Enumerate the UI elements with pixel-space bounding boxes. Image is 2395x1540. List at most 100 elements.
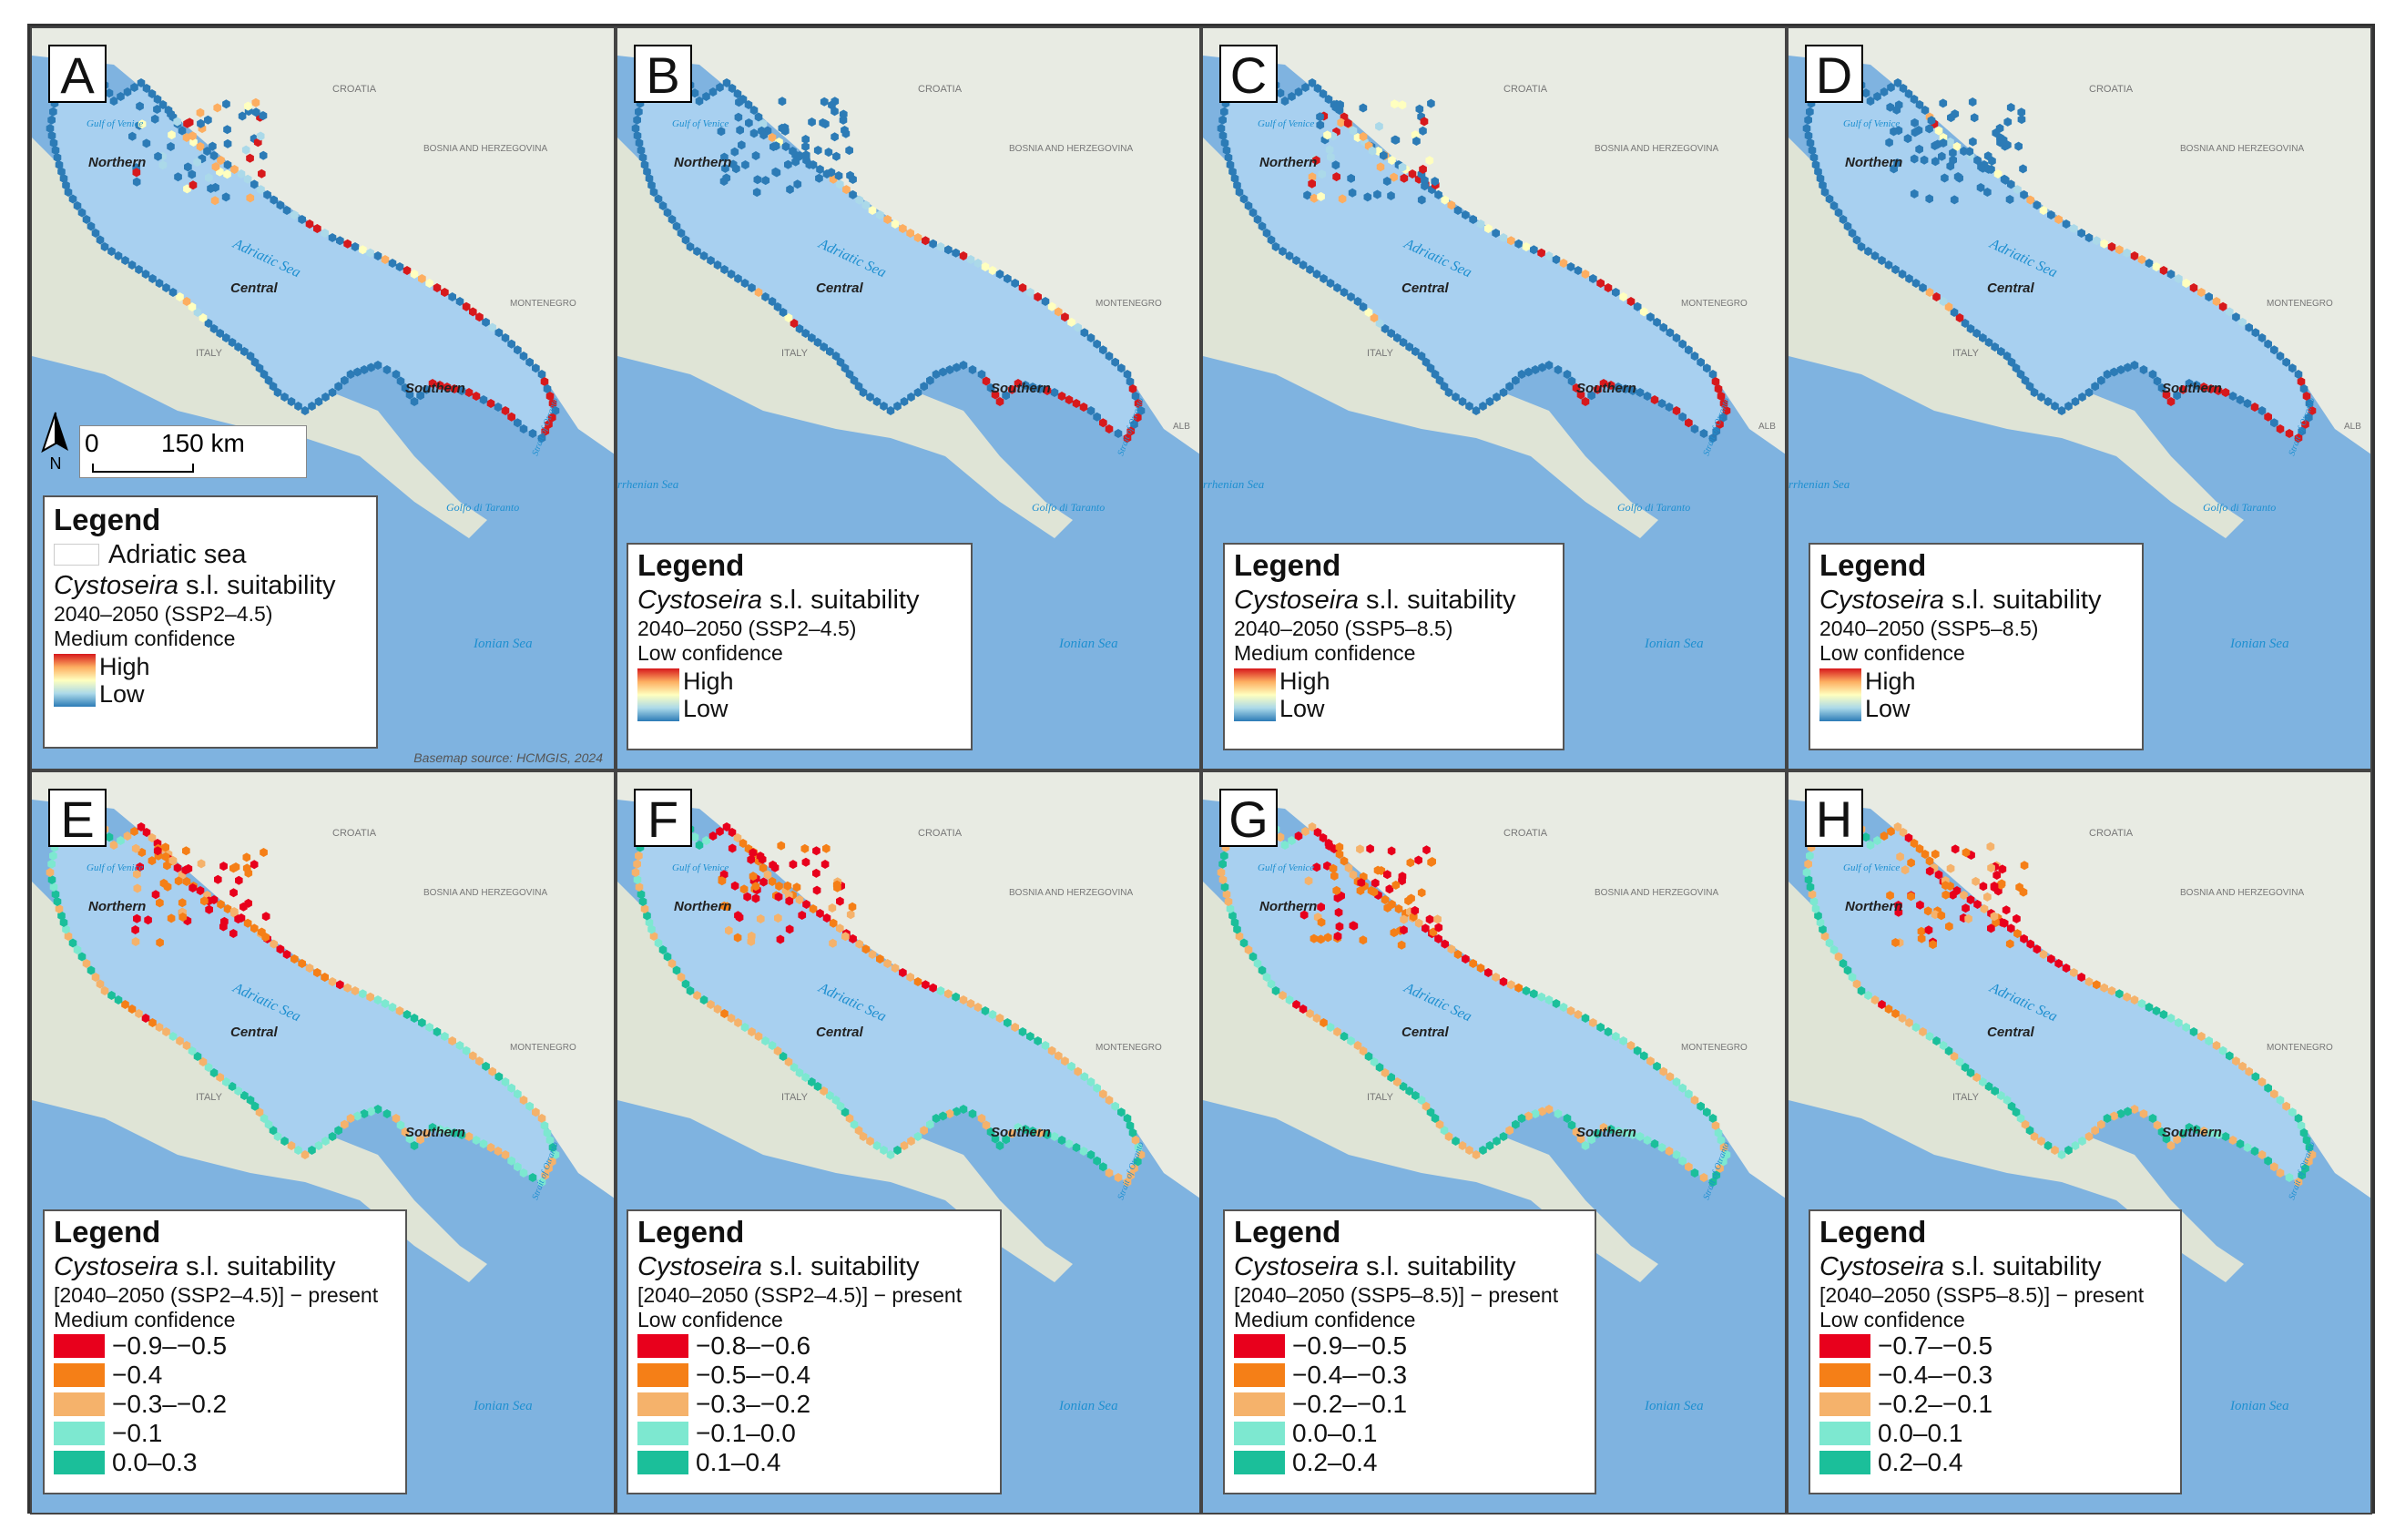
hex-cell <box>1458 1141 1467 1150</box>
hex-cell <box>1099 1162 1107 1172</box>
hex-cell <box>1111 357 1119 367</box>
hex-cell <box>1915 844 1924 853</box>
hex-cell <box>756 852 765 862</box>
hex-cell <box>761 1036 769 1045</box>
hex-cell <box>2288 363 2297 373</box>
hex-cell <box>2097 375 2105 385</box>
legend-class-5: 0.0–0.3 <box>54 1448 396 1477</box>
hex-cell <box>216 329 224 338</box>
hex-cell <box>1870 251 1880 260</box>
hex-cell <box>131 843 140 853</box>
species-rest: s.l. suitability <box>178 571 336 600</box>
hex-cell <box>1079 403 1088 412</box>
hex-cell <box>849 933 857 943</box>
hex-cell <box>305 964 314 973</box>
hex-cell <box>457 1130 466 1139</box>
north-letter: N <box>50 454 62 473</box>
hex-cell <box>1331 103 1340 112</box>
hex-cell <box>196 886 205 895</box>
hex-cell <box>260 848 268 857</box>
hex-cell <box>1878 1000 1886 1009</box>
hex-cell <box>132 177 141 187</box>
hex-cell <box>135 265 143 274</box>
hex-cell <box>1690 1096 1699 1105</box>
panel-label: D <box>1805 45 1863 104</box>
hex-cell <box>2039 950 2048 959</box>
hex-cell <box>2152 262 2161 271</box>
hex-cell <box>2019 164 2027 174</box>
land-italy <box>1203 138 1658 538</box>
hex-cell <box>2236 395 2245 404</box>
hex-cell <box>932 370 941 379</box>
hex-cell <box>816 909 824 918</box>
map-panel-d: Gulf of Venice Northern Central Southern Adr… <box>1787 26 2372 770</box>
hex-cell <box>988 1010 997 1019</box>
country-montenegro: MONTENEGRO <box>2267 299 2333 309</box>
land-italy <box>617 882 1073 1282</box>
hex-cell <box>733 933 742 943</box>
hex-cell <box>677 229 686 238</box>
hex-cell <box>1901 865 1910 875</box>
hex-cell <box>1898 270 1907 279</box>
hex-cell <box>1318 169 1326 179</box>
hex-cell <box>1323 130 1331 140</box>
hex-cell <box>1722 406 1731 415</box>
hex-cell <box>1499 233 1508 242</box>
hex-cell <box>1043 386 1052 395</box>
legend-class-3: −0.2–−0.1 <box>1234 1390 1585 1419</box>
hex-cell <box>428 1123 437 1132</box>
legend-class-5: 0.2–0.4 <box>1234 1448 1585 1477</box>
hex-cell <box>256 131 265 141</box>
hex-cell <box>2043 1141 2053 1150</box>
hex-cell <box>1080 1072 1089 1082</box>
hex-cell <box>1353 297 1362 306</box>
hex-cell <box>464 388 474 397</box>
country-italy: ITALY <box>196 348 223 359</box>
hex-cell <box>240 902 248 912</box>
hex-cell <box>1417 195 1426 205</box>
hex-cell <box>1364 1052 1373 1061</box>
hex-cell <box>645 174 654 183</box>
hex-cell <box>545 392 555 401</box>
hex-cell <box>1925 866 1934 876</box>
hex-cell <box>637 146 646 155</box>
hex-cell <box>783 881 792 891</box>
hex-cell <box>1072 399 1081 408</box>
hex-cell <box>2175 1018 2183 1027</box>
hex-cell <box>209 1068 219 1077</box>
hex-cell <box>1955 1057 1964 1066</box>
hex-cell <box>1910 95 1919 104</box>
hex-cell <box>973 259 983 268</box>
legend-title: Legend <box>1234 1215 1341 1249</box>
hex-cell <box>1925 856 1934 866</box>
hex-cell <box>1886 102 1895 112</box>
hex-cell <box>1047 301 1056 311</box>
hex-cell <box>1839 215 1848 224</box>
hex-cell <box>1640 1051 1648 1061</box>
hex-cell <box>2218 1045 2227 1056</box>
hex-cell <box>1633 301 1642 311</box>
legend-species: Cystoseira s.l. suitability <box>1234 1251 1585 1282</box>
hex-cell <box>77 208 87 218</box>
hex-cell <box>1349 870 1358 880</box>
hex-cell <box>920 1126 928 1136</box>
hex-cell <box>1021 381 1030 390</box>
hex-cell <box>1313 84 1322 93</box>
hex-cell <box>754 1032 763 1041</box>
hex-cell <box>1441 195 1449 205</box>
region-central: Central <box>230 280 279 296</box>
hex-cell <box>443 382 452 392</box>
hex-cell <box>2243 1143 2252 1152</box>
hex-cell <box>51 890 60 899</box>
hex-cell <box>142 138 151 148</box>
hex-cell <box>1067 317 1075 327</box>
hex-cell <box>1972 329 1981 338</box>
hex-cell <box>1123 433 1132 443</box>
hex-cell <box>1894 901 1902 910</box>
hex-cell <box>123 87 132 97</box>
hex-cell <box>1983 892 1992 902</box>
hex-cell <box>1472 406 1481 415</box>
hex-cell <box>1067 1061 1075 1071</box>
hex-cell <box>2185 1123 2194 1132</box>
hex-cell <box>1574 266 1583 275</box>
